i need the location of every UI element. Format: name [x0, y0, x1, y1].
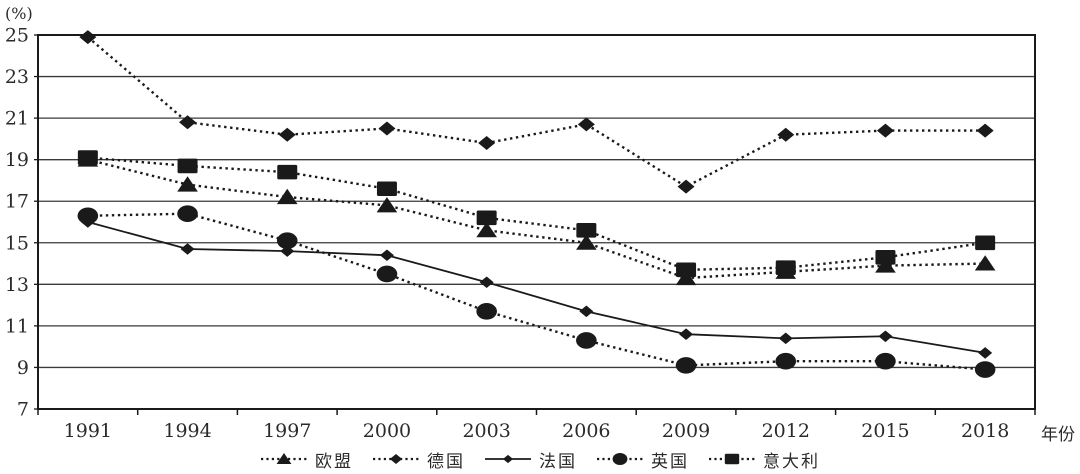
y-tick-label: 7: [17, 399, 29, 421]
legend-marker-diamond-small: [485, 454, 531, 464]
plot-frame: [37, 34, 1036, 410]
y-tick-label: 17: [5, 191, 29, 213]
x-tick-label: 2015: [861, 420, 909, 442]
x-tick-label: 2009: [662, 420, 710, 442]
series-意大利: [77, 150, 996, 278]
legend-item-3: 法国: [484, 447, 577, 472]
legend-label: 法国: [539, 451, 577, 472]
y-tick-label: 13: [5, 274, 29, 296]
y-axis-unit-label: (%): [5, 4, 33, 23]
legend-label: 英国: [651, 451, 689, 472]
y-tick-label: 23: [5, 66, 29, 88]
legend: 欧盟 德国 法国 英国 意大利: [0, 447, 1080, 472]
legend-item-5: 意大利: [708, 447, 820, 472]
y-tick-label: 21: [5, 108, 29, 130]
x-tick-label: 1994: [163, 420, 211, 442]
legend-marker-circle: [597, 453, 643, 465]
y-tick-label: 11: [5, 315, 29, 337]
plot-area: 7 9 11 13 15 17 19 21 23 25 1991 1994 1997 2000 2003 20…: [5, 25, 1036, 442]
x-tick-label: 1991: [64, 420, 112, 442]
x-tick-label: 2006: [562, 420, 610, 442]
x-tick-label: 2018: [961, 420, 1009, 442]
legend-item-4: 英国: [596, 447, 689, 472]
legend-marker-square: [709, 453, 755, 465]
legend-item-1: 欧盟: [260, 447, 353, 472]
x-tick-label: 2012: [762, 420, 810, 442]
legend-item-2: 德国: [372, 447, 465, 472]
x-tick-label: 2000: [363, 420, 411, 442]
series-法国: [80, 216, 993, 359]
x-tick-label: 1997: [263, 420, 311, 442]
legend-marker-triangle: [261, 453, 307, 465]
legend-marker-diamond: [373, 453, 419, 465]
series-德国: [79, 30, 994, 194]
series-欧盟: [77, 151, 996, 286]
legend-label: 意大利: [763, 451, 820, 472]
y-tick-label: 19: [5, 149, 29, 171]
y-tick-label: 9: [17, 357, 29, 379]
y-tick-label: 15: [5, 232, 29, 254]
x-axis-title: 年份: [1041, 425, 1075, 445]
x-tick-label: 2003: [462, 420, 510, 442]
y-tick-label: 25: [5, 25, 29, 47]
series-英国: [77, 205, 996, 378]
legend-label: 德国: [427, 451, 465, 472]
legend-label: 欧盟: [315, 451, 353, 472]
